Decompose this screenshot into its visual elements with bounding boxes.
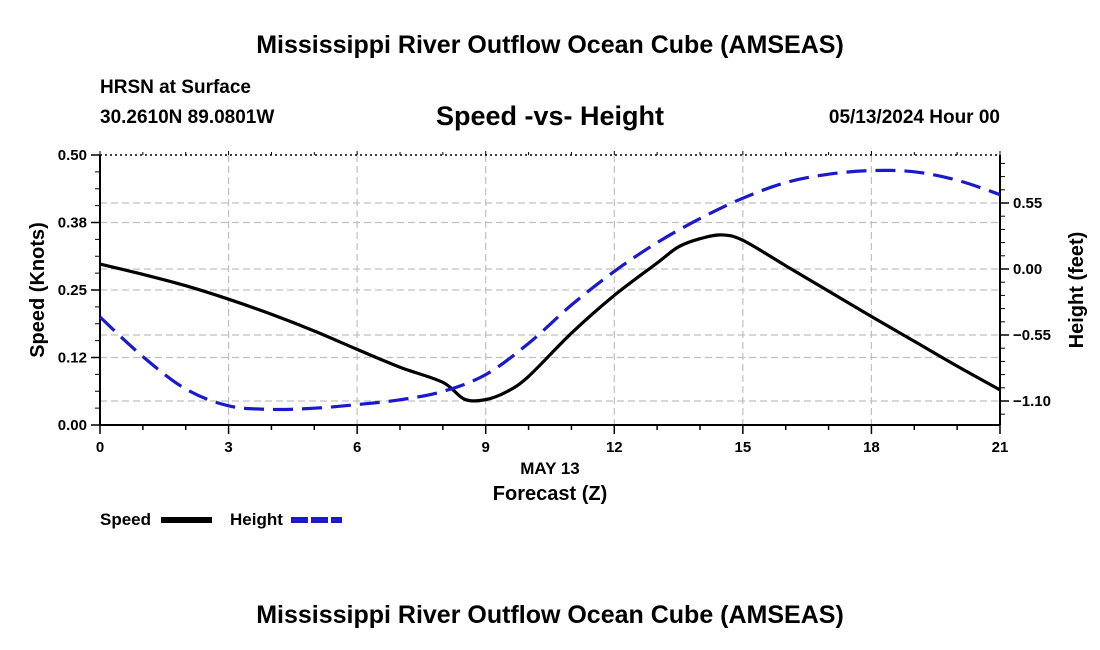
x-tick-label: 15 [735,439,752,456]
x-tick-label: 9 [482,439,490,456]
speed-height-chart: Speed -vs- Height 0 3 6 9 12 15 18 21 0.00 0.12 0.2… [27,101,1088,529]
y-tick-label: 0.12 [58,350,87,367]
y-axis-label: Speed (Knots) [27,222,49,358]
y2-tick-label: 0.55 [1013,195,1042,212]
y-tick-label: 0.00 [58,417,87,434]
y-tick-label: 0.38 [58,215,87,232]
height-series-line [98,168,1001,412]
legend-height-label: Height [230,510,283,529]
bottom-title: Mississippi River Outflow Ocean Cube (AM… [256,601,844,629]
chart-title: Mississippi River Outflow Ocean Cube (AM… [256,31,844,59]
datetime-label: 05/13/2024 Hour 00 [828,107,1000,128]
y2-tick-label: 0.00 [1013,261,1042,278]
station-label: HRSN at Surface [100,77,251,98]
y2-axis-label: Height (feet) [1066,232,1088,349]
y2-tick-label: −1.10 [1013,393,1051,410]
y-tick-label: 0.50 [58,147,87,164]
legend-speed-label: Speed [100,510,151,529]
x-tick-label: 6 [353,439,361,456]
x-tick-label: 3 [224,439,232,456]
x-axis-date-label: MAY 13 [520,459,580,478]
x-tick-label: 18 [863,439,880,456]
speed-series-line [99,233,1001,403]
chart-subtitle: Speed -vs- Height [436,101,664,131]
x-axis-label: Forecast (Z) [493,483,607,505]
y-tick-label: 0.25 [58,282,87,299]
x-tick-label: 12 [606,439,623,456]
x-tick-label: 0 [96,439,104,456]
y2-tick-label: −0.55 [1013,327,1051,344]
x-tick-label: 21 [992,439,1009,456]
coordinates-label: 30.2610N 89.0801W [100,107,275,128]
